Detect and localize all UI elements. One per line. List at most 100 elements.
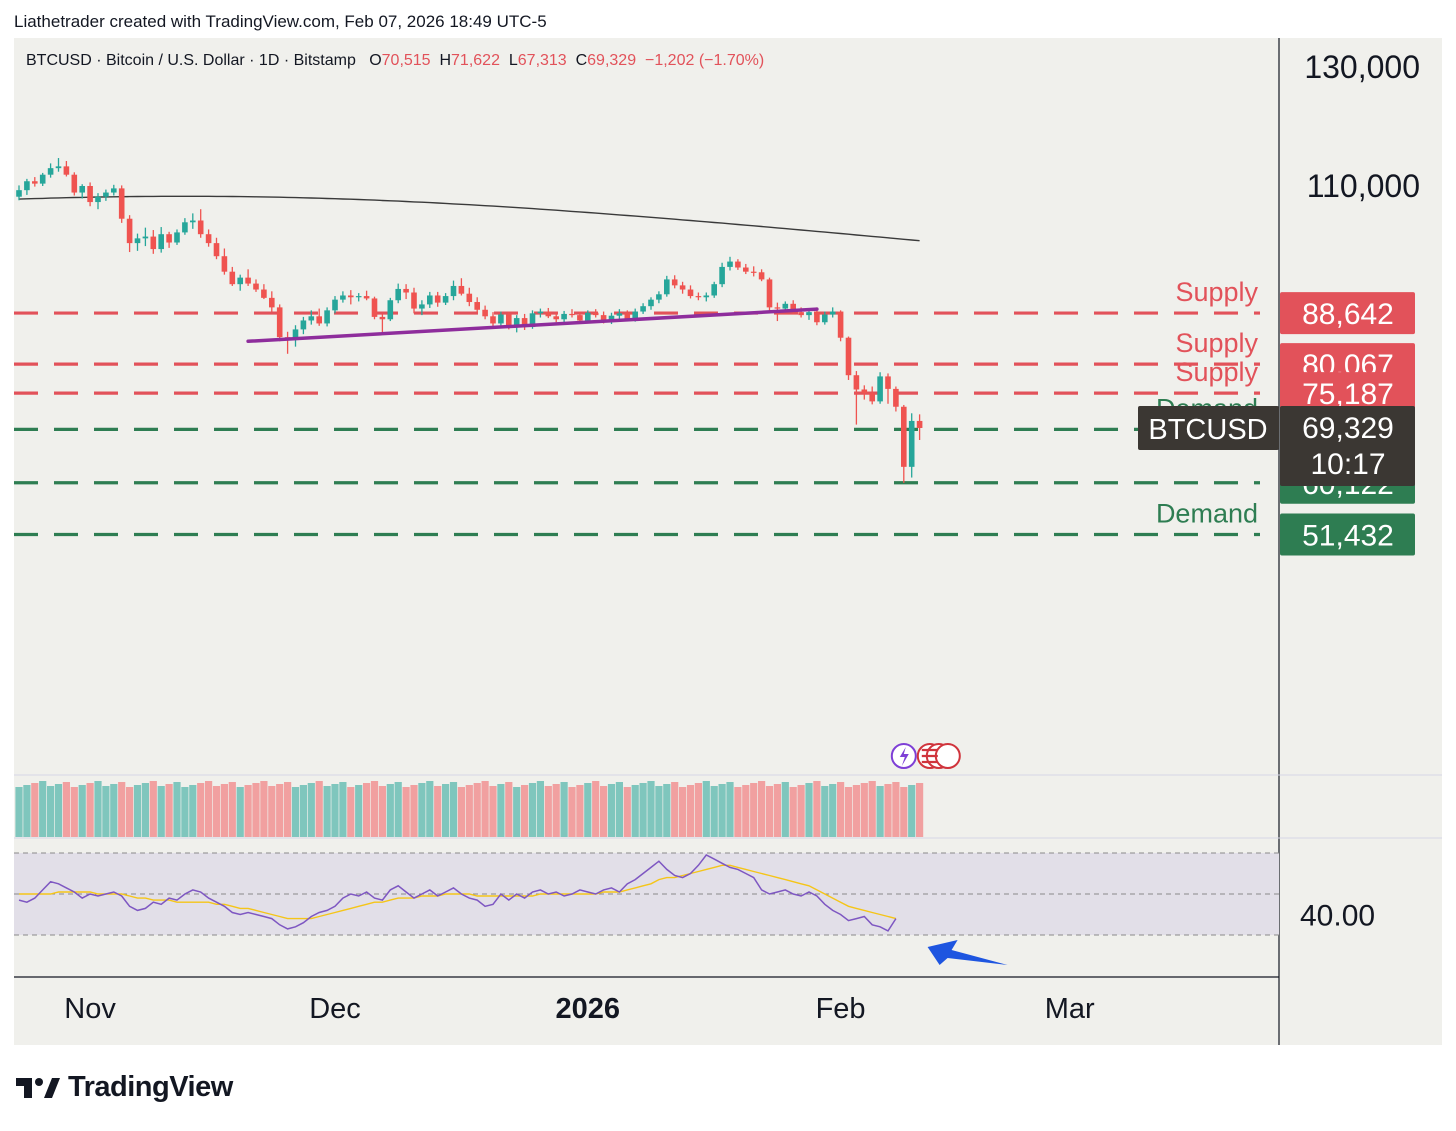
candle <box>158 227 164 253</box>
volume-bar <box>568 787 576 837</box>
candle-body <box>782 303 789 309</box>
candle <box>427 291 433 308</box>
volume-bar <box>686 785 695 837</box>
price-badge <box>1280 372 1415 415</box>
chart-panel[interactable]: 130,000 110,000 Supply 88,642 Supply 80,067 Su… <box>14 38 1442 1045</box>
candle <box>719 262 725 288</box>
candle-body <box>829 311 836 315</box>
ohlc-legend: BTCUSD · Bitcoin / U.S. Dollar · 1D · Bi… <box>26 52 764 70</box>
candle <box>664 275 670 297</box>
volume-bar <box>228 782 236 837</box>
candle-body <box>166 234 172 243</box>
candle-body <box>150 236 157 250</box>
candle-body <box>545 311 552 317</box>
candle <box>687 285 694 299</box>
candle-body <box>608 315 615 322</box>
candle <box>679 281 686 294</box>
candle <box>363 290 370 301</box>
legend-high: 71,622 <box>451 52 500 69</box>
candle-body <box>569 313 575 316</box>
candle <box>197 209 204 238</box>
candle-body <box>395 288 401 301</box>
chart-credit: Liathetrader created with TradingView.co… <box>14 12 547 31</box>
candle-body <box>182 222 188 233</box>
volume-bar <box>671 782 679 837</box>
candle-body <box>332 299 338 311</box>
volume-bar <box>647 781 655 837</box>
volume-bar <box>236 787 244 837</box>
candle <box>245 269 251 286</box>
volume-bar <box>536 781 544 837</box>
candle-body <box>87 186 93 203</box>
candle-body <box>411 292 417 309</box>
candle-body <box>134 238 141 244</box>
candle <box>442 293 449 305</box>
supply-label: Supply <box>1175 328 1258 358</box>
time-axis-tick: 2026 <box>556 993 621 1025</box>
candle <box>829 307 836 318</box>
volume-bar <box>489 786 497 837</box>
candle <box>466 287 473 307</box>
volume-bar <box>39 781 47 837</box>
volume-bar <box>513 787 521 837</box>
rsi-moving-average-line <box>19 864 897 920</box>
candle <box>695 292 702 301</box>
price-chart[interactable]: 130,000110,000Supply88,642Supply80,067Su… <box>14 38 1442 1045</box>
volume-bar <box>860 783 868 837</box>
candle-body <box>853 375 860 390</box>
volume-bar <box>370 781 379 837</box>
candle <box>213 237 220 260</box>
tradingview-logo[interactable]: TradingView <box>16 1071 233 1104</box>
candle-body <box>916 420 923 428</box>
volume-bar <box>157 786 165 837</box>
volume-bar <box>276 784 284 837</box>
volume-bar <box>102 786 110 837</box>
candle-body <box>600 315 607 322</box>
volume-bar <box>473 783 481 837</box>
candle <box>379 313 386 335</box>
candle <box>592 309 599 318</box>
volume-bar <box>449 782 458 837</box>
candle <box>324 307 330 327</box>
volume-bar <box>481 781 489 837</box>
volume-bar <box>781 782 789 837</box>
candle-body <box>174 232 180 243</box>
volume-bar <box>268 786 276 837</box>
time-axis-tick: Mar <box>1045 993 1095 1025</box>
volume-bar <box>363 783 371 837</box>
candle-body <box>506 314 512 327</box>
demand-label: Demand <box>1156 498 1258 528</box>
volume-bar <box>284 782 292 837</box>
volume-bar <box>47 786 55 837</box>
volume-bar <box>181 787 189 837</box>
volume-bar <box>663 784 671 837</box>
candle-body <box>687 289 694 297</box>
candle-body <box>261 289 267 298</box>
volume-bar <box>750 783 758 837</box>
volume-bar <box>797 785 805 837</box>
volume-bar <box>607 784 616 837</box>
candle-body <box>419 304 425 309</box>
volume-bar <box>70 787 78 837</box>
candle <box>411 287 417 314</box>
candle <box>87 182 93 207</box>
candle-body <box>632 311 638 320</box>
price-badge-label: 75,187 <box>1302 378 1394 411</box>
candle-body <box>695 296 702 298</box>
moving-average-line <box>18 195 920 242</box>
candle-body <box>221 256 228 272</box>
candle <box>908 413 915 478</box>
candle <box>355 293 362 302</box>
volume-bar <box>900 787 908 837</box>
candle <box>32 177 38 187</box>
supply-label: Supply <box>1175 277 1258 307</box>
candle-body <box>513 318 520 327</box>
candle-body <box>640 306 646 312</box>
price-badge-label: 51,432 <box>1302 519 1394 552</box>
legend-open-label: O <box>369 52 382 69</box>
candle <box>845 336 852 380</box>
candle-body <box>142 236 149 239</box>
volume-bar <box>457 787 465 837</box>
candle <box>648 297 654 310</box>
volume-bar <box>378 786 386 837</box>
